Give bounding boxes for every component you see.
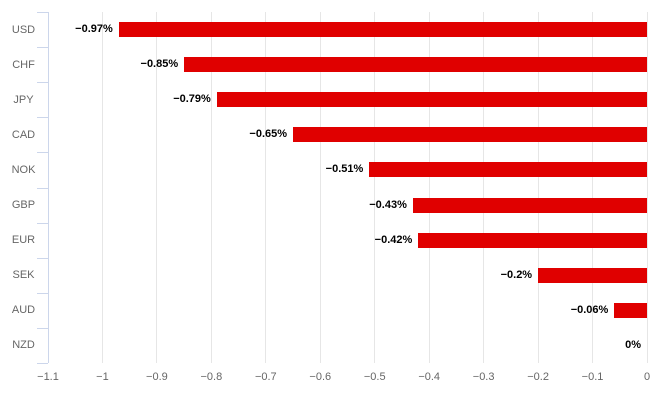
- gridline: [319, 12, 321, 363]
- data-label: −0.2%: [500, 268, 533, 281]
- gridline: [537, 12, 539, 363]
- gridline: [156, 12, 158, 363]
- gridline: [646, 12, 648, 363]
- gridline: [101, 12, 103, 363]
- category-axis-tick: [37, 257, 48, 259]
- gridline: [592, 12, 594, 363]
- data-label: 0%: [625, 338, 641, 351]
- data-label: −0.97%: [75, 23, 113, 36]
- category-label: JPY: [13, 93, 34, 106]
- data-label: −0.06%: [570, 303, 609, 316]
- category-axis-tick: [37, 12, 48, 13]
- category-label: AUD: [11, 304, 36, 317]
- x-axis-tick-label: −0.8: [200, 371, 223, 383]
- gridline: [210, 12, 212, 363]
- data-label: −0.85%: [140, 58, 179, 71]
- data-label: −0.42%: [374, 233, 413, 246]
- category-axis-tick: [37, 292, 48, 294]
- data-label: −0.51%: [325, 163, 364, 176]
- bar[interactable]: [118, 22, 647, 38]
- x-axis-tick-label: −0.5: [363, 371, 386, 383]
- data-label: −0.79%: [173, 93, 211, 106]
- bar[interactable]: [184, 57, 647, 73]
- x-axis-tick-label: 0: [643, 371, 651, 383]
- x-axis-tick-label: −0.6: [309, 371, 332, 383]
- x-axis-tick-label: −1: [96, 371, 109, 383]
- category-label: CAD: [11, 128, 36, 141]
- bar[interactable]: [538, 267, 647, 283]
- data-label: −0.65%: [249, 128, 288, 141]
- bar[interactable]: [216, 92, 647, 108]
- x-axis-tick-label: −0.2: [527, 371, 549, 383]
- bar[interactable]: [369, 162, 647, 178]
- gridline: [265, 12, 267, 363]
- category-label: USD: [11, 23, 36, 36]
- x-axis-tick-label: −0.7: [254, 371, 277, 383]
- category-label: NZD: [12, 339, 35, 352]
- x-axis-tick-label: −0.9: [146, 371, 168, 383]
- bar[interactable]: [614, 302, 647, 318]
- category-axis-tick: [37, 187, 48, 189]
- category-axis-line: [48, 12, 49, 363]
- category-axis-tick: [37, 152, 48, 154]
- category-axis-tick: [37, 82, 48, 84]
- category-label: CHF: [12, 58, 35, 71]
- category-axis-tick: [37, 117, 48, 119]
- category-axis-tick: [37, 222, 48, 224]
- data-label: −0.43%: [369, 198, 407, 211]
- x-axis-tick-label: −0.3: [472, 371, 495, 383]
- category-axis-tick: [37, 363, 48, 364]
- x-axis-tick-label: −1.1: [37, 371, 59, 383]
- category-axis-tick: [37, 47, 48, 49]
- x-axis-tick-label: −0.4: [418, 371, 441, 383]
- category-axis-tick: [37, 327, 48, 329]
- gridline: [374, 12, 376, 363]
- gridline: [428, 12, 430, 363]
- category-label: NOK: [11, 163, 36, 176]
- bar[interactable]: [418, 232, 647, 248]
- x-axis-tick-label: −0.1: [581, 371, 604, 383]
- category-label: SEK: [12, 269, 35, 282]
- category-label: GBP: [11, 199, 36, 212]
- bar[interactable]: [293, 127, 647, 143]
- category-label: EUR: [11, 234, 36, 247]
- bar[interactable]: [412, 197, 647, 213]
- gridline: [483, 12, 485, 363]
